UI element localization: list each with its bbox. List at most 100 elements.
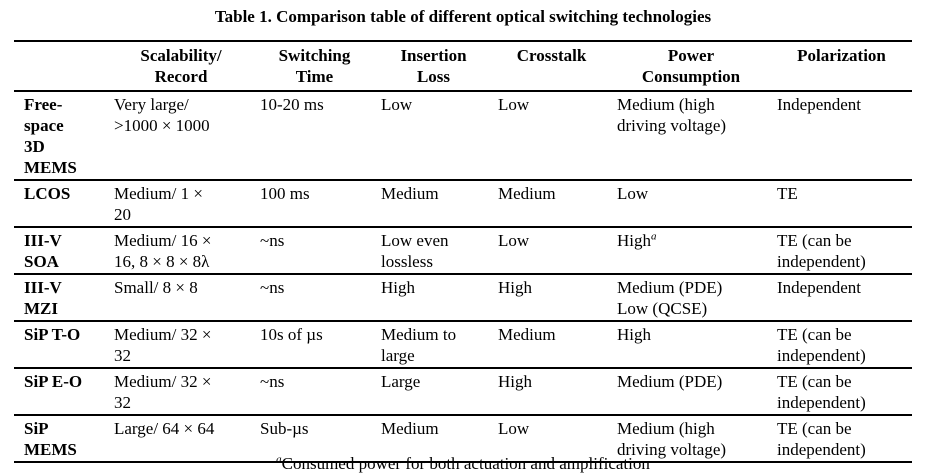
cell-switching-time-text: ~ns — [260, 372, 285, 391]
cell-switching-time: 10-20 ms — [254, 91, 375, 180]
footnote-text: Consumed power for both actuation and am… — [281, 454, 650, 473]
table-caption: Table 1. Comparison table of different o… — [214, 7, 712, 26]
cell-crosstalk-text: Medium — [498, 184, 556, 203]
cell-insertion-loss: Low even lossless — [375, 227, 492, 274]
footnote-marker: a — [651, 230, 657, 243]
cell-polarization: TE (can be independent) — [771, 321, 912, 368]
cell-technology-text: III-V SOA — [24, 231, 62, 271]
cell-technology: Free-space 3D MEMS — [14, 91, 108, 180]
cell-crosstalk: High — [492, 368, 611, 415]
table-body: Free-space 3D MEMS Very large/>1000 × 1000 1… — [14, 91, 912, 462]
header-switching-time: Switching Time — [278, 46, 351, 86]
cell-scalability: Small/ 8 × 8 — [108, 274, 254, 321]
cell-polarization: TE (can be independent) — [771, 415, 912, 462]
table-row: III-V MZI Small/ 8 × 8 ~ns High High Medium (P… — [14, 274, 912, 321]
cell-power-consumption: Low — [611, 180, 771, 227]
cell-polarization: Independent — [771, 274, 912, 321]
cell-power-consumption-text: High — [617, 325, 651, 344]
cell-insertion-loss: High — [375, 274, 492, 321]
cell-polarization: TE (can be independent) — [771, 368, 912, 415]
cell-switching-time: 100 ms — [254, 180, 375, 227]
cell-scalability: Large/ 64 × 64 — [108, 415, 254, 462]
cell-insertion-loss-text: Medium to large — [381, 325, 457, 365]
cell-insertion-loss-text: Large — [381, 372, 421, 391]
cell-crosstalk-text: High — [498, 372, 532, 391]
cell-technology: SiP E-O — [14, 368, 108, 415]
cell-crosstalk-text: Low — [498, 419, 530, 438]
cell-technology: SiP MEMS — [14, 415, 108, 462]
cell-scalability-text: Very large/>1000 × 1000 — [114, 95, 210, 135]
header-insertion-loss: Insertion Loss — [400, 46, 467, 86]
cell-switching-time-text: 100 ms — [260, 184, 310, 203]
cell-polarization: TE — [771, 180, 912, 227]
cell-crosstalk: Medium — [492, 180, 611, 227]
table-row: Free-space 3D MEMS Very large/>1000 × 1000 1… — [14, 91, 912, 180]
cell-scalability-text: Medium/ 32 × 32 — [114, 325, 212, 365]
cell-power-consumption-text: Medium (high driving voltage) — [617, 95, 727, 135]
cell-polarization-text: TE (can be independent) — [777, 419, 866, 459]
cell-scalability-text: Medium/ 16 × 16, 8 × 8 × 8λ — [114, 231, 212, 271]
cell-scalability: Medium/ 1 × 20 — [108, 180, 254, 227]
cell-technology: SiP T-O — [14, 321, 108, 368]
cell-power-consumption: Medium (high driving voltage) — [611, 415, 771, 462]
cell-crosstalk: Low — [492, 227, 611, 274]
cell-technology-text: Free-space 3D MEMS — [24, 95, 77, 177]
cell-technology-text: III-V MZI — [24, 278, 62, 318]
cell-crosstalk: Medium — [492, 321, 611, 368]
cell-crosstalk-text: Low — [498, 231, 530, 250]
cell-crosstalk: Low — [492, 91, 611, 180]
cell-switching-time: 10s of µs — [254, 321, 375, 368]
cell-power-consumption-text: Low — [617, 184, 649, 203]
cell-crosstalk-text: Low — [498, 95, 530, 114]
cell-power-consumption: Medium (PDE) — [611, 368, 771, 415]
table-header: Scalability/Record Switching Time Inserti… — [14, 41, 912, 91]
table-row: LCOS Medium/ 1 × 20 100 ms Medium Medium Low TE — [14, 180, 912, 227]
cell-technology-text: SiP MEMS — [24, 419, 77, 459]
table-row: SiP E-O Medium/ 32 × 32 ~ns Large High Medium … — [14, 368, 912, 415]
cell-polarization: Independent — [771, 91, 912, 180]
cell-technology-text: SiP T-O — [24, 325, 81, 344]
table-row: SiP T-O Medium/ 32 × 32 10s of µs Medium to l… — [14, 321, 912, 368]
cell-crosstalk-text: High — [498, 278, 532, 297]
cell-switching-time: ~ns — [254, 368, 375, 415]
cell-polarization-text: Independent — [777, 95, 862, 114]
cell-switching-time: ~ns — [254, 274, 375, 321]
header-power-consumption: Power Consumption — [641, 46, 741, 86]
cell-scalability-text: Large/ 64 × 64 — [114, 419, 215, 438]
cell-insertion-loss: Medium — [375, 180, 492, 227]
cell-technology: III-V MZI — [14, 274, 108, 321]
cell-power-consumption: Higha — [611, 227, 771, 274]
header-row: Scalability/Record Switching Time Inserti… — [14, 41, 912, 91]
cell-switching-time-text: Sub-µs — [260, 419, 309, 438]
cell-polarization-text: TE — [777, 184, 798, 203]
cell-power-consumption: High — [611, 321, 771, 368]
cell-power-consumption: Medium (high driving voltage) — [611, 91, 771, 180]
cell-polarization-text: TE (can be independent) — [777, 231, 866, 271]
cell-scalability-text: Small/ 8 × 8 — [114, 278, 198, 297]
cell-insertion-loss: Medium — [375, 415, 492, 462]
cell-polarization-text: TE (can be independent) — [777, 372, 866, 412]
cell-crosstalk-text: Medium — [498, 325, 556, 344]
header-crosstalk: Crosstalk — [516, 46, 587, 65]
cell-technology: LCOS — [14, 180, 108, 227]
cell-scalability-text: Medium/ 32 × 32 — [114, 372, 212, 412]
cell-polarization-text: Independent — [777, 278, 862, 297]
cell-insertion-loss: Large — [375, 368, 492, 415]
cell-polarization-text: TE (can be independent) — [777, 325, 866, 365]
cell-polarization: TE (can be independent) — [771, 227, 912, 274]
cell-technology: III-V SOA — [14, 227, 108, 274]
cell-power-consumption-text: Medium (PDE) Low (QCSE) — [617, 278, 723, 318]
cell-scalability: Medium/ 32 × 32 — [108, 321, 254, 368]
header-polarization: Polarization — [797, 46, 886, 65]
cell-scalability: Medium/ 16 × 16, 8 × 8 × 8λ — [108, 227, 254, 274]
cell-insertion-loss: Medium to large — [375, 321, 492, 368]
table-row: SiP MEMS Large/ 64 × 64 Sub-µs Medium Low Medi… — [14, 415, 912, 462]
cell-switching-time: Sub-µs — [254, 415, 375, 462]
cell-insertion-loss: Low — [375, 91, 492, 180]
table-row: III-V SOA Medium/ 16 × 16, 8 × 8 × 8λ ~ns Low… — [14, 227, 912, 274]
cell-insertion-loss-text: High — [381, 278, 415, 297]
header-scalability: Scalability/Record — [140, 46, 222, 86]
cell-power-consumption-text: Medium (high driving voltage) — [617, 419, 727, 459]
comparison-table: Scalability/Record Switching Time Inserti… — [14, 40, 912, 463]
